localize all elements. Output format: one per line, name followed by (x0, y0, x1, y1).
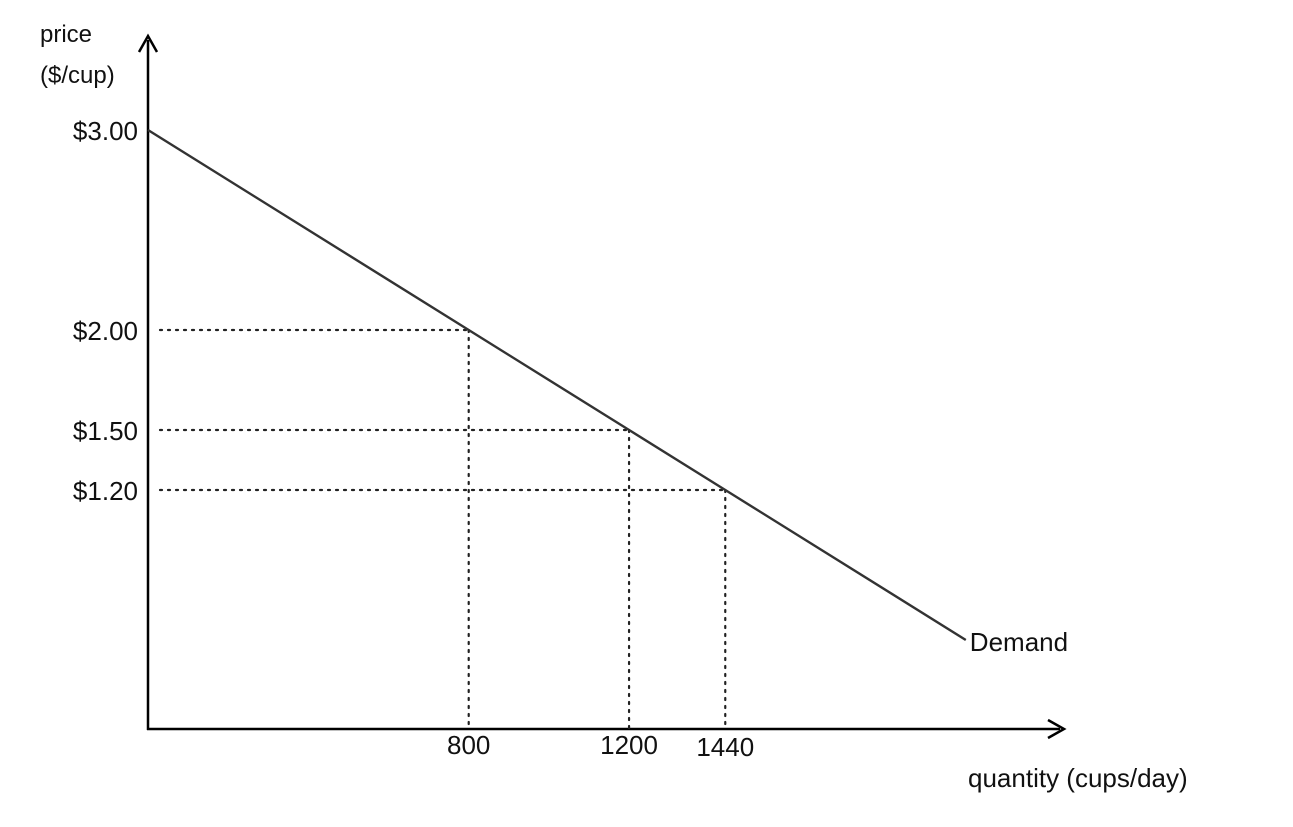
x-tick-labels: 800 1200 1440 (447, 730, 754, 762)
demand-line (147, 128, 967, 642)
y-axis-label-line2: ($/cup) (40, 62, 115, 89)
y-tick-labels: $3.00 $2.00 $1.50 $1.20 (73, 116, 138, 506)
y-tick-label-2: $1.50 (73, 416, 138, 446)
x-tick-label-1: 1200 (600, 730, 658, 760)
x-axis-label: quantity (cups/day) (968, 763, 1188, 793)
series-layer: Demand (147, 128, 1068, 657)
x-tick-label-0: 800 (447, 730, 490, 760)
x-tick-label-2: 1440 (696, 732, 754, 762)
y-tick-label-1: $2.00 (73, 316, 138, 346)
y-axis-arrow-icon (137, 33, 159, 53)
series-label-demand: Demand (970, 627, 1068, 657)
y-tick-label-3: $1.20 (73, 476, 138, 506)
guide-lines (158, 328, 727, 730)
x-axis-arrow-icon (1047, 718, 1067, 740)
y-tick-label-0: $3.00 (73, 116, 138, 146)
axes (137, 33, 1067, 740)
y-axis-label-line1: price (40, 21, 92, 48)
